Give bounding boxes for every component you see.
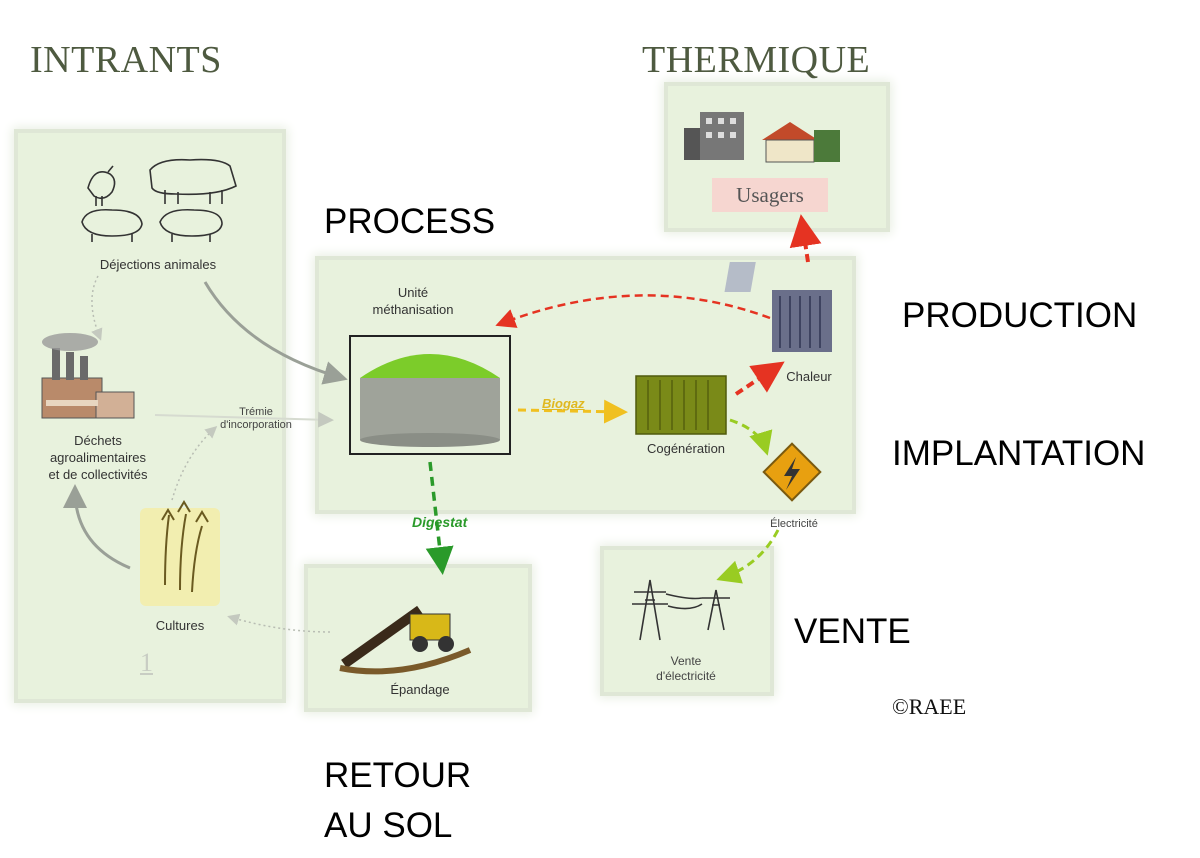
- retour-heading-line2: AU SOL: [324, 806, 453, 845]
- biogaz-label: Biogaz: [542, 396, 585, 411]
- factory-illustration: [41, 333, 135, 419]
- retour-heading-line1: RETOUR: [324, 756, 472, 795]
- electricite-label: Électricité: [770, 518, 818, 530]
- spreader-illustration: [339, 605, 472, 675]
- digester-illustration: [349, 335, 511, 455]
- container-illustration: [635, 375, 727, 435]
- radiator-illustration: [724, 262, 832, 352]
- unite-methanisation-label: Unité méthanisation: [372, 285, 454, 317]
- cultures-label: Cultures: [155, 618, 205, 633]
- pylons-illustration: [632, 579, 730, 641]
- epandage-label: Épandage: [390, 682, 450, 697]
- digestat-label: Digestat: [412, 514, 468, 530]
- animals-illustration: [81, 158, 237, 242]
- production-heading: PRODUCTION: [902, 296, 1138, 335]
- buildings-illustration: [684, 112, 840, 163]
- usagers-label: Usagers: [736, 183, 804, 207]
- implantation-heading: IMPLANTATION: [892, 434, 1146, 473]
- chaleur-label: Chaleur: [786, 369, 832, 384]
- panel-number: 1: [140, 648, 153, 677]
- process-heading: PROCESS: [324, 202, 496, 241]
- dechets-label: Déchets agroalimentaires et de collectiv…: [48, 433, 148, 482]
- usagers-label-bg: [712, 178, 828, 212]
- tremie-label: Trémie d'incorporation: [220, 406, 292, 431]
- thermique-heading: THERMIQUE: [642, 39, 871, 81]
- intrants-heading: INTRANTS: [30, 39, 222, 81]
- electricity-sign-icon: [762, 442, 822, 502]
- dejections-label: Déjections animales: [99, 257, 217, 272]
- vente-electricite-label: Vente d'électricité: [656, 654, 716, 683]
- copyright-label: ©RAEE: [892, 694, 967, 719]
- cultures-illustration: [140, 500, 220, 606]
- vente-heading: VENTE: [794, 612, 911, 651]
- cogeneration-label: Cogénération: [646, 441, 726, 456]
